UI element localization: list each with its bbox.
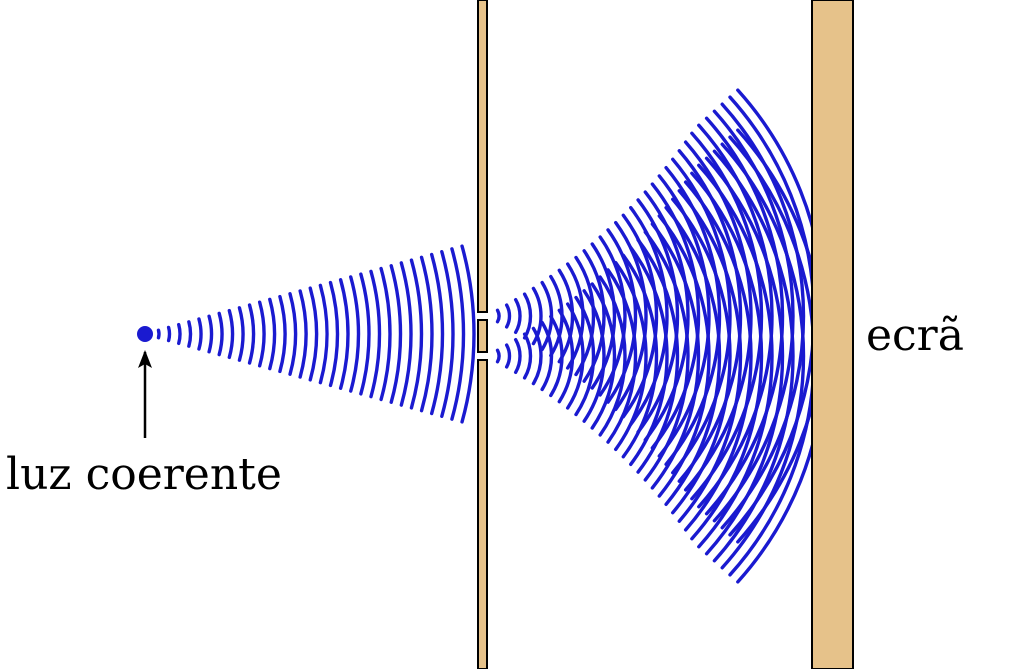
lower-slit-wavefront-arc <box>657 214 711 498</box>
incident-wavefront-arc <box>197 317 203 351</box>
lower-slit-wavefront-arc <box>643 230 690 482</box>
lower-slit-wavefront-arc <box>629 245 669 467</box>
lower-slit-wavefront-arc <box>495 348 501 364</box>
detection-screen <box>811 0 854 669</box>
upper-slit-wavefront-arc <box>557 268 575 364</box>
lower-slit-wavefront-arc <box>557 308 575 404</box>
lower-slit-wavefront-arc <box>650 222 701 490</box>
lower-slit-wavefront-arc <box>606 268 638 444</box>
incident-wavefront-arc <box>399 261 413 407</box>
incident-wavefront-arc <box>177 322 182 346</box>
upper-slit-wavefront-arc <box>522 292 533 340</box>
incident-wavefront-arc <box>338 278 350 390</box>
incident-wavefront-arc <box>288 292 298 376</box>
incident-wavefront-arc <box>409 258 424 410</box>
upper-slit-wavefront-arc <box>513 297 522 335</box>
incident-wavefront-arc <box>419 255 434 413</box>
incident-wavefront-arc <box>328 280 340 388</box>
incident-wavefront-arc <box>369 269 382 399</box>
upper-slit-wavefront-arc <box>495 308 501 324</box>
lower-slit-wavefront-arc <box>522 332 533 380</box>
lower-slit-wavefront-arc <box>504 343 512 369</box>
incident-wavefront-arc <box>268 297 277 371</box>
incident-wavefront-arc <box>440 249 455 419</box>
incident-wavefront-arc <box>359 272 371 396</box>
lower-slit-wavefront-arc <box>677 189 743 523</box>
incident-wavefront-arc <box>278 294 287 374</box>
incident-wavefront-arc <box>166 325 172 343</box>
incident-wavefront-arc <box>379 266 392 402</box>
incident-wavefront-arc <box>227 308 235 360</box>
incident-wavefront-arc <box>217 311 224 357</box>
incident-wavefront-arc <box>207 314 214 354</box>
barrier-middle-segment <box>477 319 488 353</box>
lower-slit-wavefront-arc <box>590 282 617 430</box>
diffracted-wavefronts <box>495 88 827 584</box>
incident-wavefront-arc <box>298 289 308 379</box>
lower-slit-wavefront-arc <box>621 253 659 459</box>
incident-wavefront-arc <box>318 283 329 385</box>
lower-slit-wavefront-arc <box>664 206 722 506</box>
upper-slit-wavefront-arc <box>531 286 543 346</box>
lower-slit-wavefront-arc <box>531 326 543 386</box>
upper-slit-wavefront-arc <box>614 220 648 412</box>
upper-slit-wavefront-arc <box>598 235 627 397</box>
incident-wavefront-arc <box>237 306 245 362</box>
incident-wavefront-arc <box>429 252 445 416</box>
incident-wavefront-arc <box>308 286 319 382</box>
lower-slit-wavefront-arc <box>697 163 774 549</box>
upper-slit-wavefront-arc <box>606 228 638 404</box>
lower-slit-wavefront-arc <box>720 142 806 570</box>
lower-slit-wavefront-arc <box>614 260 648 452</box>
lower-slit-wavefront-arc <box>540 320 554 392</box>
slit-barrier <box>477 0 488 669</box>
incident-wavefront-arc <box>156 328 161 340</box>
incident-wavefronts <box>156 244 476 424</box>
lower-slit-wavefront-arc <box>690 171 764 541</box>
lower-slit-wavefront-arc <box>704 156 785 556</box>
incident-wavefront-arc <box>460 244 476 424</box>
lower-slit-wavefront-arc <box>549 314 564 398</box>
incident-wavefront-arc <box>187 320 193 348</box>
lower-slit-wavefront-arc <box>582 289 606 423</box>
incident-wavefront-arc <box>389 264 403 404</box>
lower-slit-wavefront-arc <box>712 149 795 563</box>
barrier-bottom-segment <box>477 359 488 669</box>
incident-wavefront-arc <box>257 300 266 368</box>
incident-wavefront-arc <box>450 247 466 421</box>
screen-label: ecrã <box>866 310 964 361</box>
lower-slit-wavefront-arc <box>513 337 522 375</box>
lower-slit-wavefront-arc <box>671 197 732 515</box>
point-source-icon <box>137 326 153 342</box>
incident-wavefront-arc <box>247 303 256 365</box>
lower-slit-wavefront-arc <box>574 295 596 417</box>
lower-slit-wavefront-arc <box>636 238 680 474</box>
lower-slit-wavefront-arc <box>565 302 585 410</box>
arrow-up-icon <box>138 350 152 438</box>
barrier-top-segment <box>477 0 488 313</box>
upper-slit-wavefront-arc <box>504 303 512 329</box>
incident-wavefront-arc <box>349 275 361 393</box>
lower-slit-wavefront-arc <box>598 275 627 437</box>
source-label: luz coerente <box>6 449 282 500</box>
lower-slit-wavefront-arc <box>683 180 753 532</box>
